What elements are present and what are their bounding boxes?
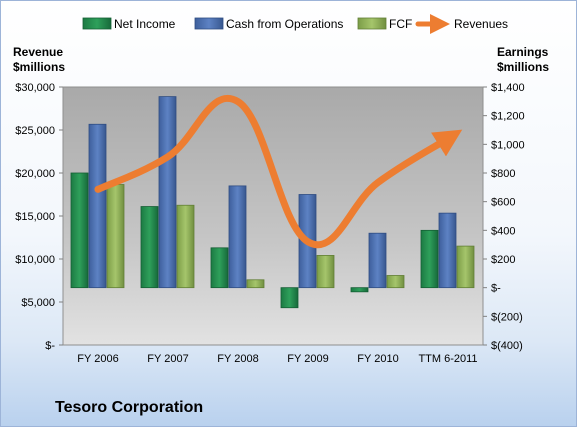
revenue-line	[94, 95, 463, 248]
bar-fcf	[106, 184, 125, 289]
left-axis-tick-label: $25,000	[15, 125, 55, 137]
legend-label-fcf: FCF	[389, 17, 412, 31]
x-axis-tick-label: FY 2006	[77, 353, 118, 365]
left-axis-tick-label: $20,000	[15, 168, 55, 180]
x-axis-tick-label: FY 2008	[217, 353, 258, 365]
revenue-line-group	[94, 95, 463, 248]
bar-net-income	[350, 287, 369, 293]
left-axis-tick-label: $5,000	[21, 297, 55, 309]
bar-fcf	[316, 255, 335, 289]
left-axis-tick-label: $30,000	[15, 82, 55, 94]
bar-net-income	[70, 172, 89, 289]
left-axis-ticks: $- $5,000 $10,000 $15,000 $20,000 $25,000 $30,…	[15, 82, 63, 352]
bar-cash-from-operations	[158, 96, 177, 289]
right-axis-tick-label: $600	[491, 197, 515, 209]
bar-net-income	[210, 247, 229, 289]
bar-fcf	[456, 245, 475, 289]
right-axis-title-line2: $millions	[497, 60, 549, 74]
legend-label-revenues: Revenues	[454, 17, 508, 31]
legend-swatch-net-income	[82, 17, 112, 30]
left-axis-tick-label: $-	[45, 340, 55, 352]
right-axis-tick-label: $(400)	[491, 340, 523, 352]
bar-net-income	[280, 287, 299, 309]
bar-fcf	[246, 279, 265, 289]
legend: Net Income Cash from Operations FCF Reve…	[82, 14, 508, 34]
right-axis-tick-label: $-	[491, 283, 501, 295]
legend-swatch-fcf	[357, 17, 387, 30]
left-axis-tick-label: $10,000	[15, 254, 55, 266]
right-axis-tick-label: $800	[491, 168, 515, 180]
legend-swatch-cash-from-operations	[194, 17, 224, 30]
bar-cash-from-operations	[88, 123, 107, 289]
x-axis-tick-label: TTM 6-2011	[418, 353, 477, 365]
right-axis-tick-label: $400	[491, 225, 515, 237]
bar-fcf	[176, 204, 195, 289]
right-axis-tick-label: $200	[491, 254, 515, 266]
bar-cash-from-operations	[368, 232, 387, 289]
right-axis-tick-label: $(200)	[491, 311, 523, 323]
legend-label-net-income: Net Income	[114, 17, 176, 31]
bar-fcf	[386, 275, 405, 289]
left-axis-title-line2: $millions	[13, 60, 65, 74]
company-name: Tesoro Corporation	[55, 399, 204, 416]
left-axis-title-line1: Revenue	[13, 45, 63, 59]
right-axis-tick-label: $1,000	[491, 139, 525, 151]
legend-label-cash-from-operations: Cash from Operations	[226, 17, 343, 31]
right-axis-title-line1: Earnings	[497, 45, 549, 59]
right-axis-tick-label: $1,200	[491, 111, 525, 123]
x-axis-ticks: FY 2006 FY 2007 FY 2008 FY 2009 FY 2010 TTM 6…	[77, 353, 477, 365]
bar-cash-from-operations	[228, 185, 247, 289]
right-axis-ticks: $(400) $(200) $- $200 $400 $600 $800 $1,000 $1,2…	[483, 82, 525, 352]
bar-net-income	[140, 206, 159, 289]
bar-net-income	[420, 229, 439, 289]
x-axis-tick-label: FY 2007	[147, 353, 188, 365]
plot-area	[62, 86, 484, 346]
right-axis-tick-label: $1,400	[491, 82, 525, 94]
x-axis-tick-label: FY 2009	[287, 353, 328, 365]
left-axis-tick-label: $15,000	[15, 211, 55, 223]
bar-cash-from-operations	[438, 212, 457, 289]
x-axis-tick-label: FY 2010	[357, 353, 398, 365]
